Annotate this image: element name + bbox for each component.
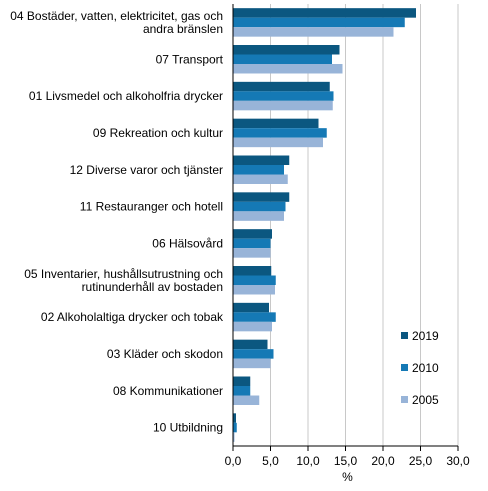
category-label: 11 Restauranger och hotell <box>80 200 223 214</box>
bar-2010 <box>233 128 327 138</box>
bar-2010 <box>233 349 274 359</box>
bar-2005 <box>233 321 272 332</box>
category-label: 07 Transport <box>156 52 224 66</box>
bar-2019 <box>233 376 251 386</box>
bar-2019 <box>233 155 290 165</box>
category-labels: 04 Bostäder, vatten, elektricitet, gas o… <box>10 9 224 435</box>
x-tick-label: 25,0 <box>409 454 433 468</box>
bar-2019 <box>233 118 319 129</box>
bar-2010 <box>233 238 271 249</box>
bar-2019 <box>233 266 272 276</box>
bar-2005 <box>233 285 275 295</box>
x-axis-ticks: 0,0 5,0 10,0 15,0 20,0 25,0 30,0 <box>225 446 470 468</box>
bar-2019 <box>233 339 268 350</box>
bar-2005 <box>233 248 271 258</box>
category-label: 09 Rekreation och kultur <box>93 126 223 140</box>
bar-2019 <box>233 229 272 239</box>
bar-2005 <box>233 137 323 148</box>
category-label: 02 Alkoholaltiga drycker och tobak <box>41 310 224 324</box>
bar-2005 <box>233 174 288 184</box>
gridlines <box>270 4 459 446</box>
category-label: 12 Diverse varor och tjänster <box>70 163 223 177</box>
x-tick-label: 30,0 <box>446 454 470 468</box>
bar-2005 <box>233 432 235 442</box>
legend: 2019 2010 2005 <box>401 329 439 407</box>
legend-label: 2010 <box>412 361 439 375</box>
legend-label: 2019 <box>412 329 439 343</box>
bar-2005 <box>233 64 343 74</box>
bar-2019 <box>233 45 340 55</box>
bar-2019 <box>233 302 269 313</box>
category-label: 06 Hälsovård <box>152 236 223 250</box>
category-label: 03 Kläder och skodon <box>107 347 223 361</box>
bar-2019 <box>233 81 330 92</box>
x-axis-label: % <box>342 470 353 484</box>
x-tick-label: 15,0 <box>334 454 358 468</box>
bar-2005 <box>233 211 284 221</box>
x-tick-label: 20,0 <box>371 454 395 468</box>
bar-2010 <box>233 17 405 28</box>
x-tick-label: 10,0 <box>296 454 320 468</box>
bar-2019 <box>233 8 416 18</box>
bar-2010 <box>233 422 237 433</box>
bar-2010 <box>233 386 251 396</box>
bar-2005 <box>233 395 260 405</box>
category-label: 10 Utbildning <box>153 421 223 435</box>
bar-2019 <box>233 413 236 423</box>
category-label: 08 Kommunikationer <box>113 384 223 398</box>
legend-swatch-2019 <box>401 332 408 339</box>
bar-2010 <box>233 91 334 101</box>
legend-swatch-2010 <box>401 364 408 371</box>
bar-2019 <box>233 192 290 202</box>
x-tick-label: 5,0 <box>262 454 279 468</box>
bars <box>233 8 416 442</box>
category-label: 01 Livsmedel och alkoholfria drycker <box>29 89 223 103</box>
bar-2010 <box>233 165 284 175</box>
legend-swatch-2005 <box>401 396 408 403</box>
bar-2010 <box>233 312 276 322</box>
bar-2010 <box>233 54 332 64</box>
bar-2010 <box>233 201 286 212</box>
bar-2005 <box>233 100 333 111</box>
category-label: 04 Bostäder, vatten, elektricitet, gas o… <box>10 9 223 36</box>
bar-2010 <box>233 275 276 285</box>
x-tick-label: 0,0 <box>225 454 242 468</box>
bar-2005 <box>233 27 394 37</box>
bar-2005 <box>233 358 271 369</box>
category-label: 05 Inventarier, hushållsutrustning och ru… <box>24 267 223 294</box>
legend-label: 2005 <box>412 393 439 407</box>
